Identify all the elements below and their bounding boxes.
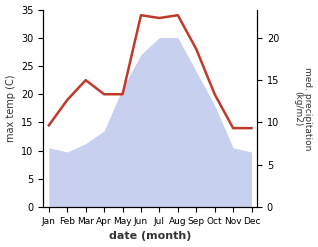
Y-axis label: med. precipitation
(kg/m2): med. precipitation (kg/m2) (293, 67, 313, 150)
X-axis label: date (month): date (month) (109, 231, 191, 242)
Y-axis label: max temp (C): max temp (C) (5, 75, 16, 142)
